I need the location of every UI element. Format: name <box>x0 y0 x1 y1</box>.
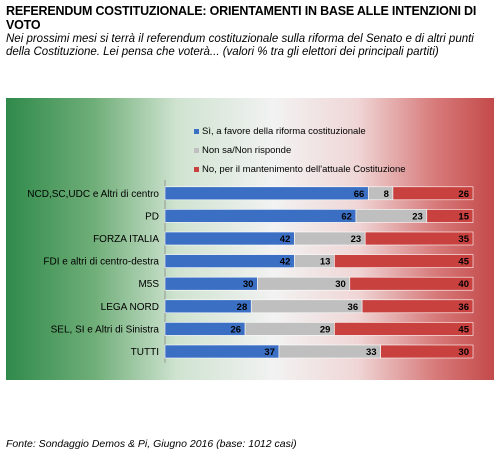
bar-segment-non-sa <box>250 299 363 314</box>
bar-segment-no <box>334 254 474 268</box>
bar-segment-si <box>164 209 357 223</box>
bar-segment-no <box>392 186 474 201</box>
legend-label-no: No, per il mantenimento dell'attuale Cos… <box>202 164 406 175</box>
category-label: FDI e altri di centro-destra <box>43 257 159 268</box>
legend-swatch-si <box>194 128 199 134</box>
data-label-non-sa: 33 <box>366 347 377 358</box>
data-label-no: 45 <box>458 324 469 335</box>
data-label-no: 45 <box>458 257 469 268</box>
bar-segment-no <box>349 276 474 291</box>
legend-item-no: No, per il mantenimento dell'attuale Cos… <box>194 164 406 175</box>
legend-label-si: Sì, a favore della riforma costituzional… <box>202 126 366 137</box>
bar-segment-si <box>164 344 280 359</box>
bar-segment-si <box>164 186 369 201</box>
data-label-si: 30 <box>243 279 254 290</box>
bar-segment-si <box>164 254 295 268</box>
chart-panel: Sì, a favore della riforma costituzional… <box>6 98 494 380</box>
data-label-non-sa: 29 <box>320 324 331 335</box>
bar-segment-no <box>364 231 474 246</box>
data-label-non-sa: 36 <box>348 302 359 313</box>
data-label-no: 35 <box>458 234 469 245</box>
data-label-no: 30 <box>458 347 469 358</box>
data-label-non-sa: 23 <box>351 234 362 245</box>
legend-label-non-sa: Non sa/Non risponde <box>202 145 292 156</box>
legend-swatch-no <box>194 166 199 172</box>
data-label-si: 42 <box>280 257 291 268</box>
category-label: PD <box>145 211 159 222</box>
data-label-si: 37 <box>264 347 275 358</box>
data-label-no: 26 <box>458 189 469 200</box>
bar-segment-no <box>361 299 474 314</box>
category-label: SEL, SI e Altri di Sinistra <box>51 324 160 335</box>
legend-swatch-non-sa <box>194 147 199 153</box>
category-label: FORZA ITALIA <box>93 234 159 245</box>
legend-item-non-sa: Non sa/Non risponde <box>194 145 291 156</box>
data-label-no: 15 <box>458 211 469 222</box>
data-label-non-sa: 8 <box>384 189 389 200</box>
data-label-no: 36 <box>458 302 469 313</box>
bar-segment-no <box>334 322 474 336</box>
chart-title: REFERENDUM COSTITUZIONALE: ORIENTAMENTI … <box>6 4 477 32</box>
data-label-si: 62 <box>341 211 352 222</box>
data-label-si: 26 <box>231 324 242 335</box>
data-label-non-sa: 23 <box>412 211 423 222</box>
data-label-si: 42 <box>280 234 291 245</box>
data-label-non-sa: 13 <box>320 257 331 268</box>
category-label: TUTTI <box>131 347 159 358</box>
chart-subtitle: Nei prossimi mesi si terrà il referendum… <box>6 33 474 58</box>
category-label: LEGA NORD <box>101 302 159 313</box>
source-note: Fonte: Sondaggio Demos & Pi, Giugno 2016… <box>6 438 297 450</box>
data-label-no: 40 <box>458 279 469 290</box>
data-label-non-sa: 30 <box>335 279 346 290</box>
bar-segment-si <box>164 231 295 246</box>
bar-segment-no <box>426 209 474 223</box>
legend-item-si: Sì, a favore della riforma costituzional… <box>194 126 366 137</box>
category-label: NCD,SC,UDC e Altri di centro <box>27 189 159 200</box>
data-label-si: 66 <box>354 189 365 200</box>
category-label: M5S <box>138 279 159 290</box>
stacked-bar-chart: NCD,SC,UDC e Altri di centro 66 8 26 PD 62 23 1… <box>27 180 474 363</box>
bar-segment-no <box>380 344 474 359</box>
bar-segment-non-sa <box>367 186 394 201</box>
data-label-si: 28 <box>237 302 248 313</box>
